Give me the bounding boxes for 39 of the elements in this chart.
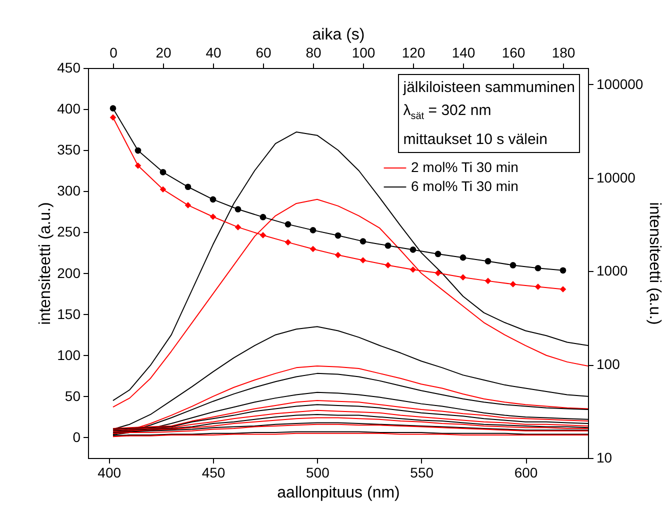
y-tick-label: 1000 [596, 262, 628, 279]
x-axis-title: aika (s) [312, 26, 365, 44]
y-tick-label: 100000 [596, 76, 644, 92]
x-tick-label: 180 [552, 44, 576, 60]
y-tick-label: 400 [57, 100, 81, 117]
annotation: λ$_{sät}$ = 302 nm [403, 101, 492, 124]
y-tick-label: 100 [57, 346, 81, 363]
y-tick-label: 0 [72, 428, 81, 445]
legend-label: 6 mol% Ti 30 min [411, 178, 518, 194]
y-tick-label: 50 [64, 388, 81, 404]
x-axis-title: aallonpituus (nm) [277, 484, 400, 502]
x-tick-label: 0 [110, 44, 118, 60]
x-tick-label: 400 [98, 464, 122, 480]
x-tick-label: 550 [410, 464, 434, 480]
y-axis-title: intensiteetti (a.u.) [646, 202, 664, 325]
annotation: mittaukset 10 s välein [403, 130, 548, 150]
x-tick-label: 40 [206, 44, 222, 60]
x-tick-label: 120 [402, 44, 426, 60]
y-tick-label: 450 [57, 60, 81, 76]
x-tick-label: 140 [452, 44, 476, 60]
y-tick-label: 10000 [596, 169, 636, 186]
x-tick-label: 500 [306, 464, 330, 480]
y-tick-label: 300 [57, 182, 81, 199]
x-tick-label: 100 [352, 44, 376, 60]
x-tick-label: 60 [256, 44, 272, 60]
legend-label: 2 mol% Ti 30 min [411, 159, 518, 175]
y-tick-label: 250 [57, 224, 81, 240]
y-tick-label: 200 [57, 264, 81, 281]
x-tick-label: 600 [514, 464, 538, 480]
y-tick-label: 100 [596, 356, 620, 372]
x-tick-label: 80 [306, 44, 322, 60]
y-tick-label: 10 [596, 450, 612, 466]
x-tick-label: 20 [156, 44, 172, 60]
annotation: jälkiloisteen sammuminen [403, 78, 575, 98]
x-tick-label: 160 [502, 44, 526, 60]
y-axis-title: intensiteetti (a.u.) [37, 202, 54, 325]
x-tick-label: 450 [202, 464, 226, 480]
y-tick-label: 350 [57, 142, 81, 158]
y-tick-label: 150 [57, 306, 81, 322]
